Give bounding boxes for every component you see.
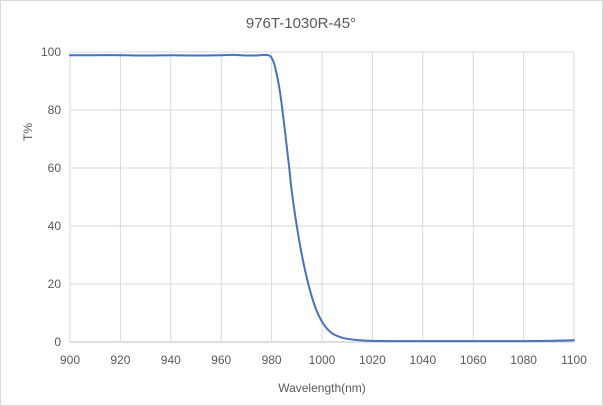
x-tick-labels: 900 920 940 960 980 1000 1020 1040 1060 1080 1100 xyxy=(60,353,587,367)
transmission-series-line xyxy=(69,53,575,343)
x-tick-label: 1040 xyxy=(409,353,436,367)
y-tick-labels: 0 20 40 60 80 100 xyxy=(41,45,61,349)
y-tick-label: 20 xyxy=(48,277,62,291)
x-tick-label: 1080 xyxy=(510,353,537,367)
y-tick-label: 80 xyxy=(48,103,62,117)
series-lines xyxy=(69,53,575,343)
y-tick-label: 0 xyxy=(54,335,61,349)
x-axis-label: Wavelength(nm) xyxy=(278,381,366,395)
y-tick-label: 60 xyxy=(48,161,62,175)
x-tick-label: 980 xyxy=(262,353,282,367)
x-tick-label: 920 xyxy=(110,353,130,367)
x-tick-label: 940 xyxy=(161,353,181,367)
x-tick-label: 1020 xyxy=(359,353,386,367)
x-tick-label: 1060 xyxy=(460,353,487,367)
x-tick-label: 1100 xyxy=(561,353,587,367)
y-axis-label: T% xyxy=(21,123,35,141)
x-tick-label: 960 xyxy=(211,353,231,367)
y-tick-label: 100 xyxy=(41,45,61,59)
y-tick-label: 40 xyxy=(48,219,62,233)
x-tick-label: 1000 xyxy=(309,353,336,367)
x-tick-label: 900 xyxy=(60,353,80,367)
grid-lines xyxy=(69,51,575,343)
chart-title: 976T-1030R-45° xyxy=(246,15,356,32)
